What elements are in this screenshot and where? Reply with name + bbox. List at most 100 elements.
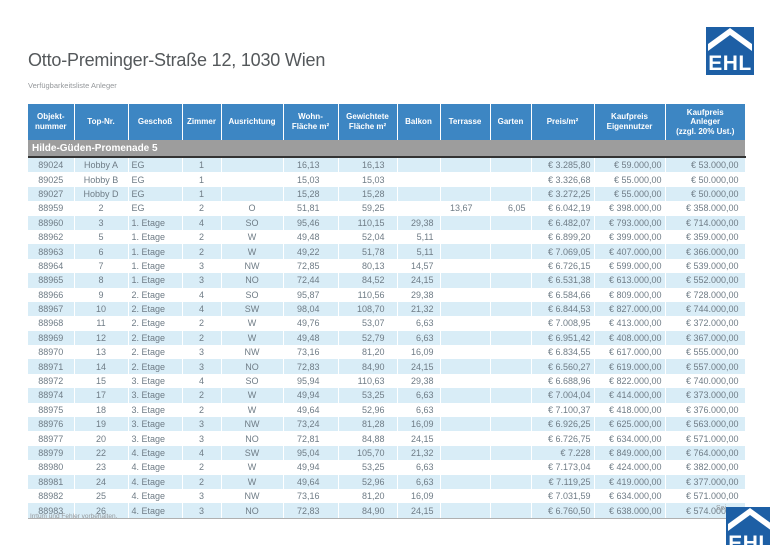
table-cell (440, 157, 491, 173)
table-cell (440, 488, 491, 504)
table-cell: 2. Etage (128, 316, 183, 331)
table-cell: NO (221, 431, 284, 446)
table-cell: 88970 (28, 345, 75, 360)
table-cell (490, 172, 532, 187)
table-cell: 22 (74, 445, 129, 461)
table-cell: € 377.000,00 (665, 474, 746, 489)
table-cell: € 413.000,00 (594, 316, 666, 331)
table-cell: 88969 (28, 330, 75, 346)
column-header: Kaufpreis Anleger (zzgl. 20% Ust.) (665, 104, 745, 140)
table-cell: 23 (74, 460, 129, 475)
table-cell: 88968 (28, 316, 75, 331)
table-cell (490, 488, 532, 504)
table-cell (490, 215, 532, 230)
table-cell: 88967 (28, 301, 75, 317)
table-cell: 84,88 (338, 431, 398, 446)
table-cell (440, 373, 491, 389)
table-cell: 2 (182, 244, 222, 259)
table-row: 88972 15 3. Etage 4 SO 95,94 110,63 29,38 € 6.68… (28, 373, 746, 389)
table-cell: W (221, 316, 284, 331)
table-cell: 25 (74, 488, 129, 504)
table-cell (221, 157, 284, 173)
table-row: 89024 Hobby A EG 1 16,13 16,13 € 3.285,80 € 59.… (28, 157, 746, 173)
table-row: 88963 6 1. Etage 2 W 49,22 51,78 5,11 € 7.069,05… (28, 244, 746, 259)
table-cell: 4 (182, 215, 222, 230)
table-cell: € 408.000,00 (594, 330, 666, 346)
table-cell: W (221, 474, 284, 489)
table-cell: 72,85 (283, 258, 339, 274)
table-cell: SW (221, 301, 284, 317)
table-cell: 6,63 (397, 330, 441, 346)
table-cell (490, 445, 532, 461)
table-cell: € 59.000,00 (594, 157, 666, 173)
table-row: 89027 Hobby D EG 1 15,28 15,28 € 3.272,25 € 55.… (28, 186, 746, 202)
table-cell (490, 316, 532, 331)
table-cell (440, 388, 491, 403)
table-cell: 24,15 (397, 359, 441, 374)
table-cell: € 358.000,00 (665, 201, 746, 216)
table-cell: € 599.000,00 (594, 258, 666, 274)
table-cell: 95,87 (283, 287, 339, 302)
table-cell: € 7.031,59 (531, 488, 595, 504)
table-cell: 73,24 (283, 417, 339, 432)
table-cell: 8 (74, 273, 129, 288)
table-row: 88969 12 2. Etage 2 W 49,48 52,79 6,63 € 6.951,4… (28, 330, 746, 346)
column-header: Objekt- nummer (28, 104, 75, 140)
table-cell: 88976 (28, 417, 75, 432)
table-row: 88962 5 1. Etage 2 W 49,48 52,04 5,11 € 6.899,20… (28, 229, 746, 245)
table-cell (397, 172, 441, 187)
table-row: 88981 24 4. Etage 2 W 49,64 52,96 6,63 € 7.119,2… (28, 474, 746, 489)
table-cell: SO (221, 215, 284, 230)
table-cell: 1. Etage (128, 215, 183, 230)
table-cell: € 3.326,68 (531, 172, 595, 187)
table-cell: 52,96 (338, 402, 398, 418)
table-cell: 49,48 (283, 330, 339, 346)
table-cell: 9 (74, 287, 129, 302)
table-cell: € 414.000,00 (594, 388, 666, 403)
table-cell: 105,70 (338, 445, 398, 461)
column-header: Garten (490, 104, 532, 140)
table-cell: W (221, 229, 284, 245)
table-cell: 6,63 (397, 474, 441, 489)
table-cell: 6,63 (397, 460, 441, 475)
table-cell (490, 417, 532, 432)
table-cell: € 6.726,15 (531, 258, 595, 274)
table-cell: 51,78 (338, 244, 398, 259)
table-cell: € 7.228 (531, 445, 595, 461)
svg-text:EHL: EHL (728, 532, 770, 545)
table-cell: 24 (74, 474, 129, 489)
table-cell (440, 287, 491, 302)
table-cell: € 3.272,25 (531, 186, 595, 202)
table-cell: 3 (182, 488, 222, 504)
section-header-row: Hilde-Güden-Promenade 5 (28, 140, 745, 158)
table-cell: 2 (182, 460, 222, 475)
table-cell (440, 345, 491, 360)
table-cell: 95,46 (283, 215, 339, 230)
table-cell: 4 (182, 373, 222, 389)
table-cell: 6 (74, 244, 129, 259)
table-cell: 21,32 (397, 445, 441, 461)
table-cell: € 382.000,00 (665, 460, 746, 475)
table-cell: 2. Etage (128, 330, 183, 346)
table-cell: 15,03 (338, 172, 398, 187)
table-cell (490, 402, 532, 418)
table-cell: 52,96 (338, 474, 398, 489)
table-cell: EG (128, 172, 183, 187)
table-cell: € 714.000,00 (665, 215, 746, 230)
table-cell: 1 (182, 157, 222, 173)
table-cell: € 571.000,00 (665, 431, 746, 446)
table-cell: 72,44 (283, 273, 339, 288)
table-row: 89025 Hobby B EG 1 15,03 15,03 € 3.326,68 € 55.… (28, 172, 746, 187)
table-row: 88960 3 1. Etage 4 SO 95,46 110,15 29,38 € 6.482… (28, 215, 746, 230)
table-cell: 2 (182, 388, 222, 403)
table-cell (397, 201, 441, 216)
table-cell: 20 (74, 431, 129, 446)
table-cell (440, 503, 491, 519)
table-cell: € 634.000,00 (594, 431, 666, 446)
table-cell: 11 (74, 316, 129, 331)
table-cell: 3 (182, 258, 222, 274)
table-cell: 19 (74, 417, 129, 432)
table-cell: 2 (182, 474, 222, 489)
column-header: Zimmer (182, 104, 222, 140)
table-cell: € 372.000,00 (665, 316, 746, 331)
